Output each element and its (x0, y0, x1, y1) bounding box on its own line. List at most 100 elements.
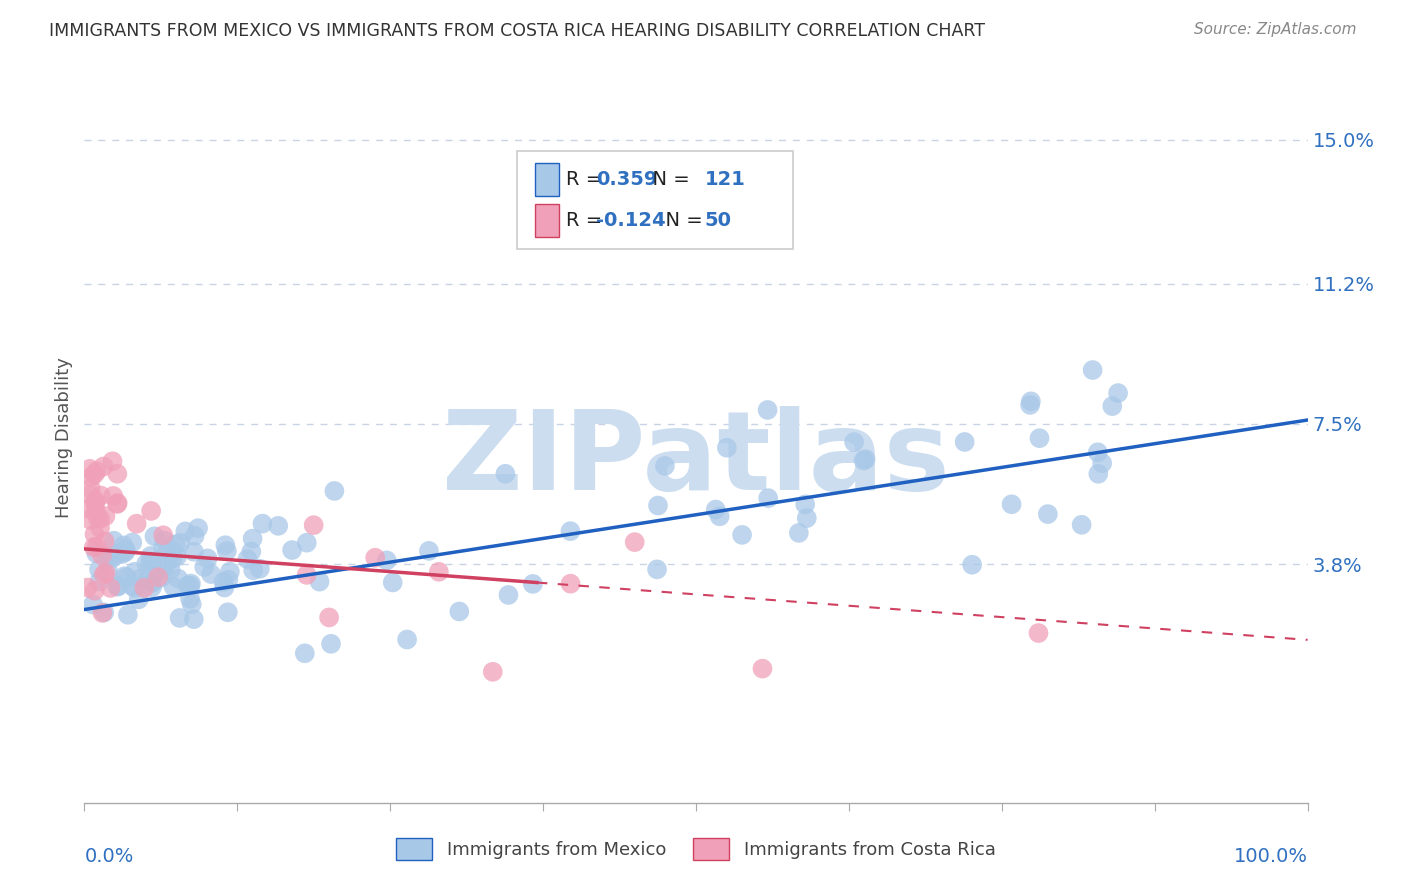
Point (217, 573, 239, 587)
Text: N =: N = (640, 169, 696, 189)
Point (1019, 398, 1042, 412)
Point (1028, 431, 1050, 445)
Point (169, 535, 191, 549)
Point (83, 583, 105, 598)
Point (150, 571, 173, 585)
Point (1087, 467, 1109, 481)
Point (174, 524, 197, 539)
Point (83, 541, 105, 555)
Point (295, 567, 318, 582)
Point (114, 569, 136, 583)
Point (167, 572, 190, 586)
Point (156, 543, 179, 558)
Point (105, 497, 128, 511)
Point (94, 509, 117, 524)
Point (141, 575, 163, 590)
Point (704, 502, 727, 516)
Point (115, 570, 138, 584)
Point (193, 560, 215, 574)
Point (522, 577, 544, 591)
Point (214, 581, 236, 595)
Point (169, 611, 191, 625)
Point (215, 544, 238, 558)
Point (90, 489, 112, 503)
Point (494, 467, 516, 481)
Point (79, 462, 101, 476)
Point (751, 662, 773, 676)
Text: 121: 121 (704, 169, 745, 189)
Text: N =: N = (652, 211, 709, 230)
Point (249, 562, 271, 576)
Point (323, 483, 346, 498)
Point (128, 592, 150, 607)
Point (129, 572, 152, 586)
Point (179, 579, 201, 593)
Point (89, 521, 111, 535)
Point (86, 464, 108, 478)
Point (295, 535, 318, 549)
Point (319, 637, 342, 651)
Point (86, 540, 108, 554)
Point (1028, 626, 1050, 640)
Point (111, 547, 134, 561)
Point (107, 579, 129, 593)
Point (560, 576, 582, 591)
Text: R =: R = (567, 169, 609, 189)
Point (381, 575, 404, 590)
Point (855, 452, 877, 467)
Point (141, 580, 163, 594)
Point (135, 557, 157, 571)
Point (308, 574, 330, 589)
Point (449, 605, 471, 619)
Point (197, 551, 219, 566)
Point (183, 529, 205, 543)
Point (396, 632, 419, 647)
Text: 100.0%: 100.0% (1233, 847, 1308, 866)
Point (152, 541, 174, 555)
Point (1019, 394, 1042, 409)
Point (83, 467, 105, 482)
Point (103, 533, 125, 548)
Point (1107, 386, 1129, 401)
Text: R =: R = (567, 211, 609, 230)
Point (145, 566, 167, 580)
Point (645, 562, 668, 576)
Point (139, 504, 162, 518)
Point (852, 453, 875, 467)
Point (103, 489, 125, 503)
Point (105, 467, 128, 481)
Point (242, 532, 264, 546)
Text: -0.124: -0.124 (596, 211, 666, 230)
Point (152, 558, 174, 573)
Point (159, 563, 181, 577)
Point (498, 588, 520, 602)
Point (166, 549, 188, 564)
Point (183, 545, 205, 559)
Point (427, 565, 450, 579)
Point (716, 441, 738, 455)
Point (146, 570, 169, 584)
Point (236, 552, 259, 566)
Point (134, 581, 156, 595)
Point (80, 470, 103, 484)
Point (200, 567, 222, 582)
Point (212, 574, 235, 589)
Point (794, 497, 817, 511)
Point (153, 560, 176, 574)
Point (142, 575, 165, 590)
Point (84, 493, 107, 508)
Point (787, 525, 810, 540)
Point (136, 574, 159, 588)
Point (100, 581, 122, 595)
Point (162, 552, 184, 566)
Point (124, 565, 146, 579)
Point (101, 454, 124, 468)
Point (153, 533, 176, 548)
Point (796, 511, 818, 525)
Point (82, 598, 104, 612)
Point (731, 528, 754, 542)
Text: IMMIGRANTS FROM MEXICO VS IMMIGRANTS FROM COSTA RICA HEARING DISABILITY CORRELAT: IMMIGRANTS FROM MEXICO VS IMMIGRANTS FRO… (49, 22, 986, 40)
Point (1036, 507, 1059, 521)
Point (756, 491, 779, 505)
Point (1000, 497, 1022, 511)
